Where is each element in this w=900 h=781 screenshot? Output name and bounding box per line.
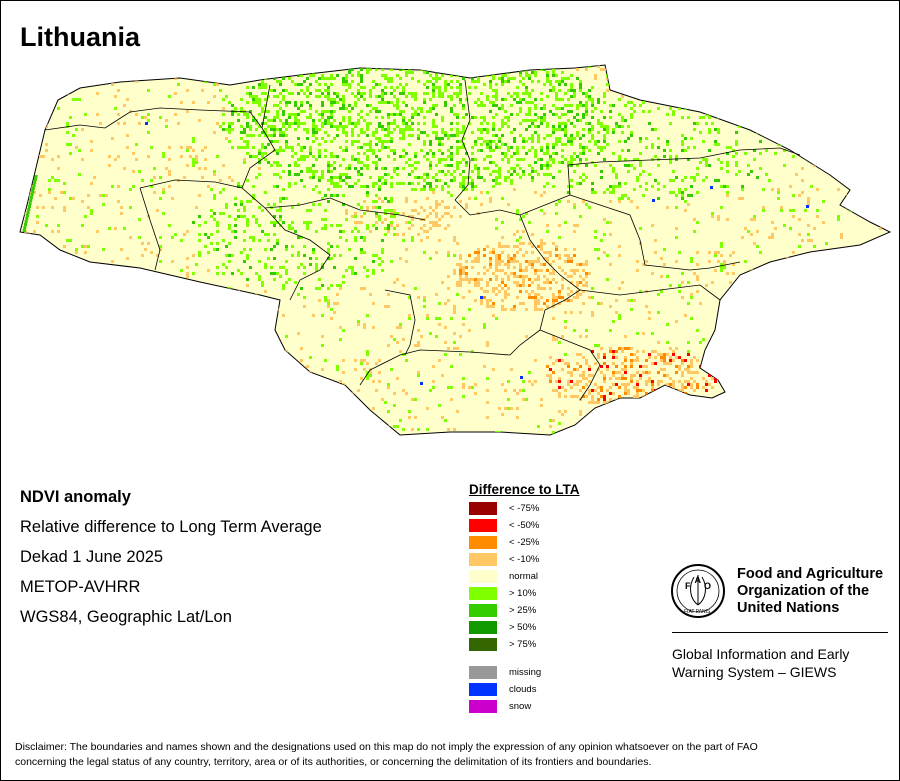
logo-motto: FIAT PANIS <box>684 609 711 615</box>
legend-class-row: > 25% <box>469 603 580 620</box>
legend-flag-label: missing <box>509 667 542 678</box>
map-info: NDVI anomaly Relative difference to Long… <box>20 487 322 637</box>
map-title: Lithuania <box>20 22 140 52</box>
legend-class-swatch <box>469 519 497 532</box>
fao-divider <box>672 632 888 633</box>
legend-class-row: > 75% <box>469 637 580 654</box>
legend-class-label: < -50% <box>509 520 540 531</box>
disclaimer: Disclaimer: The boundaries and names sho… <box>15 741 758 768</box>
legend-class-swatch <box>469 604 497 617</box>
legend-class-row: > 50% <box>469 620 580 637</box>
legend-flag-row: clouds <box>469 682 580 699</box>
legend-flag-label: snow <box>509 701 532 712</box>
legend-items: < -75% < -50% < -25% < -10% normal > 10% > 25%… <box>469 501 580 654</box>
legend-class-label: < -75% <box>509 503 540 514</box>
legend-class-swatch <box>469 536 497 549</box>
logo-letter-a: A <box>695 575 702 585</box>
legend-class-row: > 10% <box>469 586 580 603</box>
logo-letter-o: O <box>704 581 711 591</box>
legend-flag-label: clouds <box>509 684 537 695</box>
legend-class-swatch <box>469 502 497 515</box>
legend: Difference to LTA < -75% < -50% < -25% < -1… <box>469 482 580 716</box>
legend-class-label: normal <box>509 571 539 582</box>
legend-class-swatch <box>469 638 497 651</box>
legend-extra: missing clouds snow <box>469 665 580 716</box>
district-boundaries <box>44 79 801 401</box>
legend-flag-swatch <box>469 700 497 713</box>
legend-class-label: < -10% <box>509 554 540 565</box>
lithuania-shape <box>19 64 892 436</box>
info-line-description: Relative difference to Long Term Average <box>20 518 322 536</box>
legend-class-row: < -25% <box>469 535 580 552</box>
giews-name: Global Information and Early Warning Sys… <box>672 646 850 680</box>
info-line-sensor: METOP-AVHRR <box>20 578 141 596</box>
legend-title: Difference to LTA <box>469 482 580 497</box>
legend-class-row: < -50% <box>469 518 580 535</box>
legend-class-label: > 10% <box>509 588 537 599</box>
legend-class-swatch <box>469 570 497 583</box>
legend-class-swatch <box>469 553 497 566</box>
legend-flag-row: snow <box>469 699 580 716</box>
legend-class-swatch <box>469 587 497 600</box>
legend-flag-swatch <box>469 683 497 696</box>
fao-org-name: Food and Agriculture Organization of the… <box>737 566 884 616</box>
ndvi-map <box>19 64 892 436</box>
legend-flag-row: missing <box>469 665 580 682</box>
info-line-projection: WGS84, Geographic Lat/Lon <box>20 608 232 626</box>
legend-class-row: < -75% <box>469 501 580 518</box>
fao-logo-icon: F A O FIAT PANIS <box>671 564 725 618</box>
legend-class-label: < -25% <box>509 537 540 548</box>
logo-letter-f: F <box>685 581 691 591</box>
legend-flag-swatch <box>469 666 497 679</box>
legend-class-row: < -10% <box>469 552 580 569</box>
legend-class-label: > 25% <box>509 605 537 616</box>
legend-class-label: > 75% <box>509 639 537 650</box>
legend-class-row: normal <box>469 569 580 586</box>
info-line-date: Dekad 1 June 2025 <box>20 548 164 566</box>
info-line-product: NDVI anomaly <box>20 488 131 506</box>
legend-class-swatch <box>469 621 497 634</box>
legend-class-label: > 50% <box>509 622 537 633</box>
